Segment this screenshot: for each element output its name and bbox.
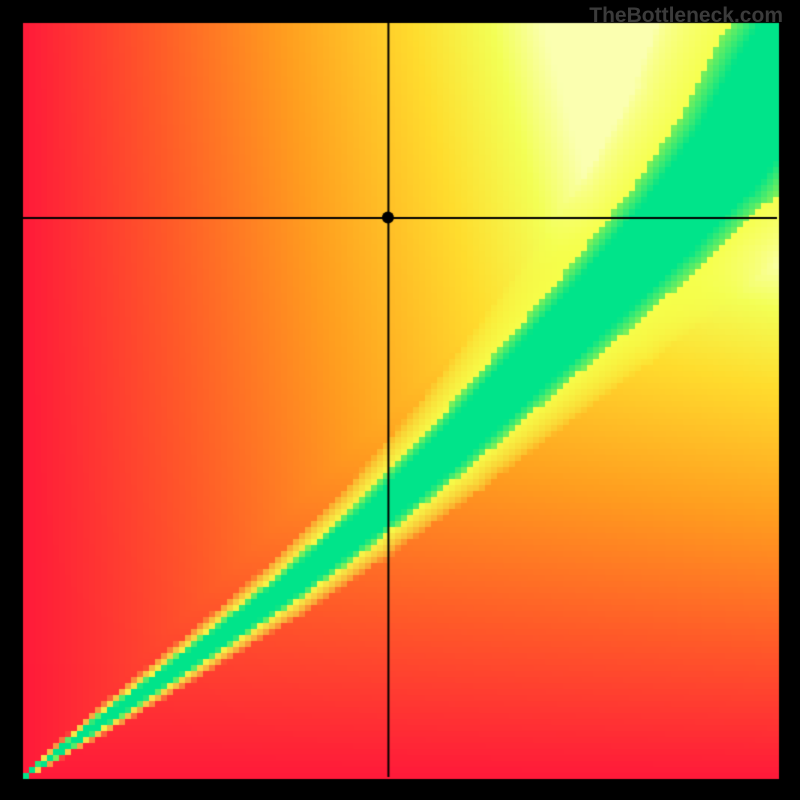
chart-container: TheBottleneck.com <box>0 0 800 800</box>
bottleneck-heatmap <box>0 0 800 800</box>
watermark-text: TheBottleneck.com <box>589 4 783 28</box>
